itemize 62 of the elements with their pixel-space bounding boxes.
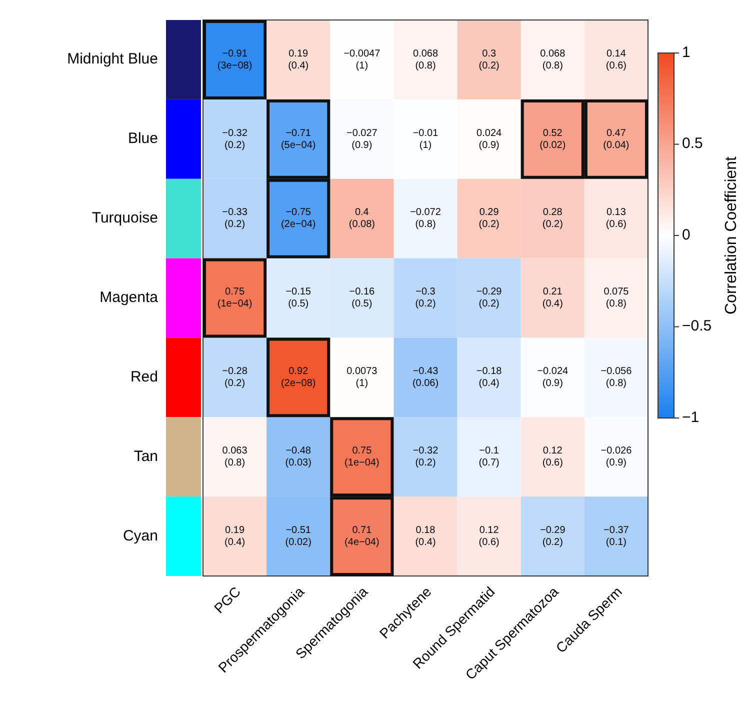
- y-tick-label: Magenta: [100, 288, 159, 306]
- data-label: 0.068 (0.8): [412, 48, 438, 72]
- data-label: −0.75 (2e−04): [280, 207, 316, 230]
- data-label: −0.056 (0.8): [600, 366, 632, 390]
- data-label: −0.91 (3e−08): [217, 48, 252, 72]
- data-label: 0.29 (0.2): [478, 207, 500, 230]
- data-label: −0.33 (0.2): [222, 207, 248, 230]
- data-label: −0.28 (0.2): [222, 366, 248, 390]
- y-tick-label: Midnight Blue: [67, 50, 158, 68]
- data-label: −0.51 (0.02): [285, 524, 312, 548]
- y-tick-label: Turquoise: [92, 210, 158, 227]
- data-label: 0.4 (0.08): [348, 207, 375, 230]
- data-label: −0.48 (0.03): [285, 446, 312, 468]
- data-label: −0.32 (0.2): [412, 446, 439, 468]
- data-label: −0.3 (0.2): [415, 286, 436, 310]
- data-label: −0.18 (0.4): [476, 366, 502, 390]
- data-label: −0.43 (0.06): [412, 366, 439, 390]
- data-label: −0.16 (0.5): [349, 286, 376, 310]
- color-bar-label: −0.5: [682, 318, 712, 335]
- data-label: 0.47 (0.04): [603, 128, 630, 151]
- data-label: 0.075 (0.8): [604, 286, 630, 310]
- data-label: −0.29 (0.2): [540, 524, 566, 548]
- data-label: −0.024 (0.9): [537, 366, 569, 390]
- y-tick-label: Cyan: [122, 527, 158, 544]
- data-label: −0.072 (0.8): [410, 207, 442, 230]
- data-label: −0.026 (0.9): [600, 446, 632, 468]
- data-label: 0.3 (0.2): [478, 48, 500, 72]
- color-bar-label: 1: [682, 44, 690, 61]
- data-label: 0.12 (0.6): [478, 524, 500, 548]
- data-label: −0.29 (0.2): [476, 286, 502, 310]
- data-label: 0.068 (0.8): [540, 48, 566, 72]
- data-label: −0.15 (0.5): [286, 286, 312, 310]
- y-tick-label: Red: [130, 368, 158, 386]
- data-label: 0.024 (0.9): [476, 128, 502, 151]
- data-label: 0.52 (0.02): [540, 128, 566, 151]
- data-label: 0.75 (1e−04): [217, 286, 252, 310]
- data-label: −0.01 (1): [412, 128, 439, 151]
- data-label: 0.92 (2e−08): [280, 366, 316, 390]
- color-bar-label: −1: [682, 408, 700, 426]
- data-label: −0.32 (0.2): [222, 128, 248, 151]
- data-label: −0.71 (5e−04): [280, 128, 316, 151]
- data-label: −0.0047 (1): [344, 48, 381, 72]
- data-label: 0.063 (0.8): [222, 446, 248, 468]
- data-label: 0.14 (0.6): [606, 48, 626, 72]
- data-label: 0.71 (4e−04): [344, 524, 380, 548]
- data-label: 0.19 (0.4): [288, 48, 309, 72]
- data-label: 0.28 (0.2): [542, 207, 563, 230]
- color-bar-label: 0: [682, 226, 690, 244]
- data-label: 0.18 (0.4): [415, 524, 436, 548]
- data-label: 0.13 (0.6): [606, 207, 626, 230]
- color-bar-title: Correlation Coefficient: [723, 156, 740, 315]
- data-label: 0.12 (0.6): [542, 446, 563, 468]
- data-label: 0.0073 (1): [346, 366, 378, 390]
- color-bar-label: 0.5: [682, 135, 703, 152]
- data-label: 0.19 (0.4): [224, 524, 246, 548]
- y-tick-label: Tan: [134, 448, 158, 465]
- data-label: −0.1 (0.7): [478, 446, 500, 468]
- data-label: 0.21 (0.4): [542, 286, 563, 310]
- data-label: 0.75 (1e−04): [344, 446, 380, 468]
- y-tick-label: Blue: [128, 130, 158, 148]
- data-label: −0.027 (0.9): [346, 128, 378, 151]
- data-label: −0.37 (0.1): [604, 524, 630, 548]
